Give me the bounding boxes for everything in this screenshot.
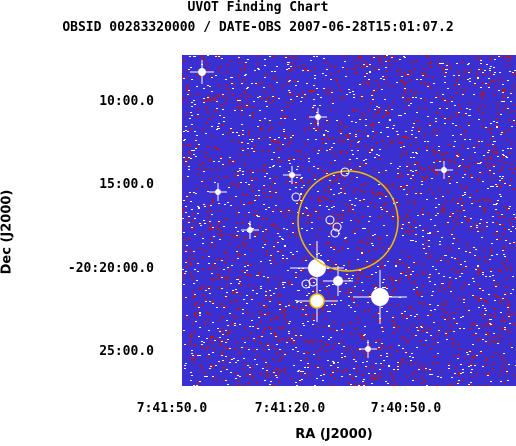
error-circle bbox=[297, 170, 399, 272]
source-marker-yellow bbox=[309, 293, 325, 309]
star bbox=[289, 172, 295, 178]
chart-title: UVOT Finding Chart bbox=[187, 0, 329, 15]
y-tick-label: 10:00.0 bbox=[99, 94, 154, 109]
star bbox=[308, 259, 326, 277]
x-tick-label: 7:40:50.0 bbox=[370, 401, 442, 416]
star bbox=[215, 189, 221, 195]
source-marker bbox=[308, 277, 318, 287]
star bbox=[247, 227, 253, 233]
star bbox=[371, 288, 389, 306]
star bbox=[310, 294, 324, 308]
source-marker bbox=[330, 228, 340, 238]
sky-image bbox=[182, 55, 516, 386]
y-axis-label: Dec (J2000) bbox=[0, 189, 15, 275]
star bbox=[198, 68, 206, 76]
star bbox=[365, 346, 371, 352]
source-marker bbox=[332, 222, 342, 232]
source-marker bbox=[301, 279, 311, 289]
sky-background bbox=[182, 55, 516, 386]
star bbox=[333, 276, 343, 286]
chart-subtitle: OBSID 00283320000 / DATE-OBS 2007-06-28T… bbox=[62, 20, 454, 35]
x-axis-label: RA (J2000) bbox=[295, 427, 373, 442]
star bbox=[315, 114, 321, 120]
y-tick-label: 25:00.0 bbox=[99, 344, 154, 359]
x-tick-label: 7:41:20.0 bbox=[254, 401, 326, 416]
source-marker bbox=[340, 167, 350, 177]
x-tick-label: 7:41:50.0 bbox=[136, 401, 208, 416]
y-tick-label: 15:00.0 bbox=[99, 177, 154, 192]
source-marker bbox=[325, 215, 335, 225]
source-marker bbox=[291, 192, 301, 202]
star bbox=[441, 167, 447, 173]
y-tick-label: -20:20:00.0 bbox=[67, 261, 154, 276]
